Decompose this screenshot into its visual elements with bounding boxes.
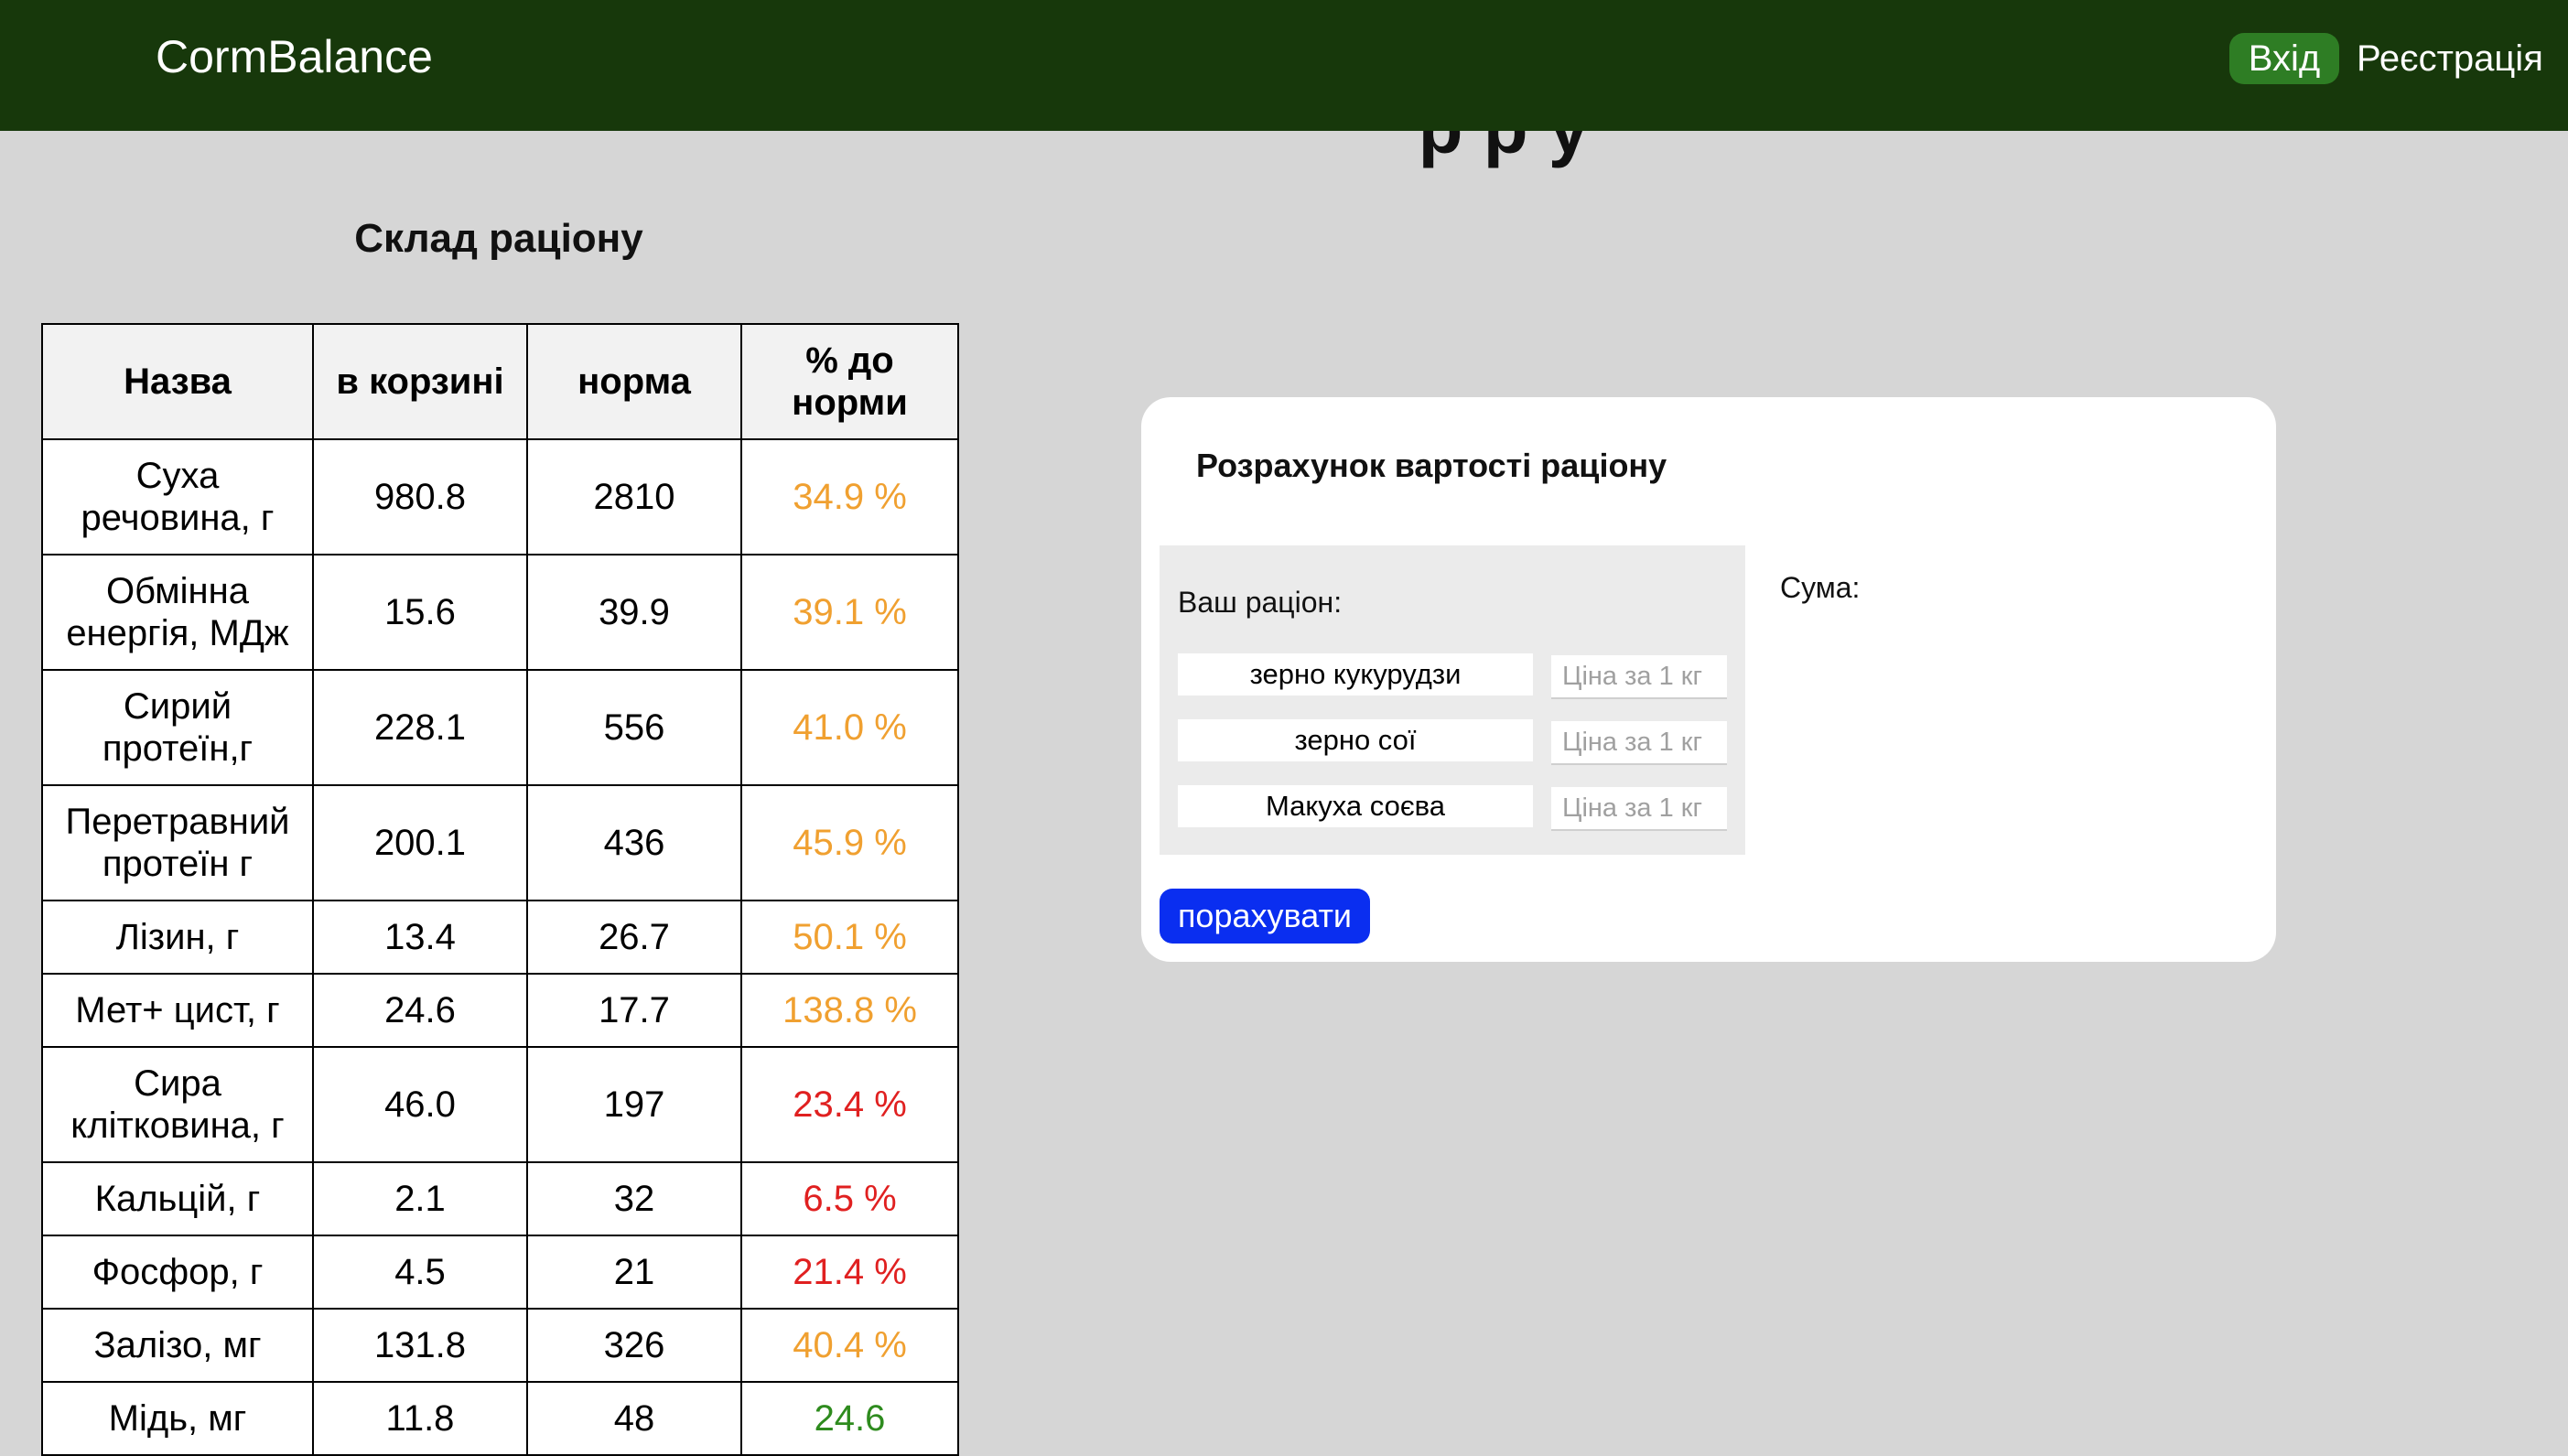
in-basket-value: 200.1	[312, 784, 528, 901]
table-row: Фосфор, г 4.5 21 21.4 %	[41, 1235, 959, 1310]
table-header-row: Назва в корзині норма % до норми	[41, 323, 959, 440]
norm-value: 26.7	[526, 900, 742, 975]
percent-of-norm: 50.1 %	[740, 900, 959, 975]
nutrient-name: Кальцій, г	[41, 1161, 314, 1236]
nutrient-name: Фосфор, г	[41, 1235, 314, 1310]
nutrient-name: Мідь, мг	[41, 1381, 314, 1456]
column-header-name: Назва	[41, 323, 314, 440]
feed-row: зерно сої	[1178, 719, 1727, 765]
norm-value: 17.7	[526, 973, 742, 1048]
nutrient-name: Мет+ цист, г	[41, 973, 314, 1048]
percent-of-norm: 23.4 %	[740, 1046, 959, 1163]
table-row: Мет+ цист, г 24.6 17.7 138.8 %	[41, 973, 959, 1048]
nutrient-name: Суха речовина, г	[41, 438, 314, 555]
calculate-button[interactable]: порахувати	[1160, 889, 1370, 944]
price-input[interactable]	[1551, 787, 1727, 831]
in-basket-value: 15.6	[312, 554, 528, 671]
in-basket-value: 228.1	[312, 669, 528, 786]
brand-logo[interactable]: CormBalance	[156, 31, 433, 82]
in-basket-value: 24.6	[312, 973, 528, 1048]
cost-card-title: Розрахунок вартості раціону	[1196, 447, 1667, 484]
table-row: Лізин, г 13.4 26.7 50.1 %	[41, 900, 959, 975]
in-basket-value: 11.8	[312, 1381, 528, 1456]
table-row: Суха речовина, г 980.8 2810 34.9 %	[41, 438, 959, 555]
top-navbar: CormBalance Вхід Реєстрація	[0, 0, 2568, 131]
norm-value: 197	[526, 1046, 742, 1163]
percent-of-norm: 41.0 %	[740, 669, 959, 786]
nutrient-name: Залізо, мг	[41, 1308, 314, 1383]
table-row: Залізо, мг 131.8 326 40.4 %	[41, 1308, 959, 1383]
in-basket-value: 131.8	[312, 1308, 528, 1383]
percent-of-norm: 45.9 %	[740, 784, 959, 901]
in-basket-value: 980.8	[312, 438, 528, 555]
register-link[interactable]: Реєстрація	[2357, 38, 2543, 79]
column-header-in-basket: в корзині	[312, 323, 528, 440]
ration-composition-table: Назва в корзині норма % до норми Суха ре…	[41, 323, 959, 1456]
norm-value: 326	[526, 1308, 742, 1383]
percent-of-norm: 39.1 %	[740, 554, 959, 671]
sum-label: Сума:	[1780, 571, 1861, 604]
feed-row: зерно кукурудзи	[1178, 653, 1727, 699]
norm-value: 556	[526, 669, 742, 786]
percent-of-norm: 21.4 %	[740, 1235, 959, 1310]
nutrient-name: Лізин, г	[41, 900, 314, 975]
table-body: Суха речовина, г 980.8 2810 34.9 % Обмінна е…	[41, 438, 959, 1456]
column-header-norm: норма	[526, 323, 742, 440]
percent-of-norm: 40.4 %	[740, 1308, 959, 1383]
feed-row: Макуха соєва	[1178, 785, 1727, 831]
in-basket-value: 4.5	[312, 1235, 528, 1310]
feed-name: зерно сої	[1178, 719, 1533, 761]
login-button[interactable]: Вхід	[2229, 33, 2339, 84]
in-basket-value: 13.4	[312, 900, 528, 975]
nutrient-name: Обмінна енергія, МДж	[41, 554, 314, 671]
norm-value: 32	[526, 1161, 742, 1236]
price-input[interactable]	[1551, 721, 1727, 765]
table-row: Сирий протеїн,г 228.1 556 41.0 %	[41, 669, 959, 786]
table-row: Перетравний протеїн г 200.1 436 45.9 %	[41, 784, 959, 901]
nutrient-name: Перетравний протеїн г	[41, 784, 314, 901]
price-input[interactable]	[1551, 655, 1727, 699]
norm-value: 39.9	[526, 554, 742, 671]
nutrient-name: Сира клітковина, г	[41, 1046, 314, 1163]
feed-name: зерно кукурудзи	[1178, 653, 1533, 696]
percent-of-norm: 24.6	[740, 1381, 959, 1456]
percent-of-norm: 138.8 %	[740, 973, 959, 1048]
cost-calculation-card: Розрахунок вартості раціону Ваш раціон: …	[1141, 397, 2276, 962]
in-basket-value: 46.0	[312, 1046, 528, 1163]
ration-box: Ваш раціон: зерно кукурудзи зерно сої Ма…	[1160, 545, 1745, 855]
feed-name: Макуха соєва	[1178, 785, 1533, 827]
table-row: Сира клітковина, г 46.0 197 23.4 %	[41, 1046, 959, 1163]
norm-value: 48	[526, 1381, 742, 1456]
column-header-percent: % до норми	[740, 323, 959, 440]
percent-of-norm: 34.9 %	[740, 438, 959, 555]
composition-title: Склад раціону	[354, 216, 643, 261]
percent-of-norm: 6.5 %	[740, 1161, 959, 1236]
norm-value: 2810	[526, 438, 742, 555]
in-basket-value: 2.1	[312, 1161, 528, 1236]
norm-value: 436	[526, 784, 742, 901]
table-row: Обмінна енергія, МДж 15.6 39.9 39.1 %	[41, 554, 959, 671]
ration-label: Ваш раціон:	[1178, 586, 1343, 619]
nutrient-name: Сирий протеїн,г	[41, 669, 314, 786]
norm-value: 21	[526, 1235, 742, 1310]
table-row: Кальцій, г 2.1 32 6.5 %	[41, 1161, 959, 1236]
table-row: Мідь, мг 11.8 48 24.6	[41, 1381, 959, 1456]
